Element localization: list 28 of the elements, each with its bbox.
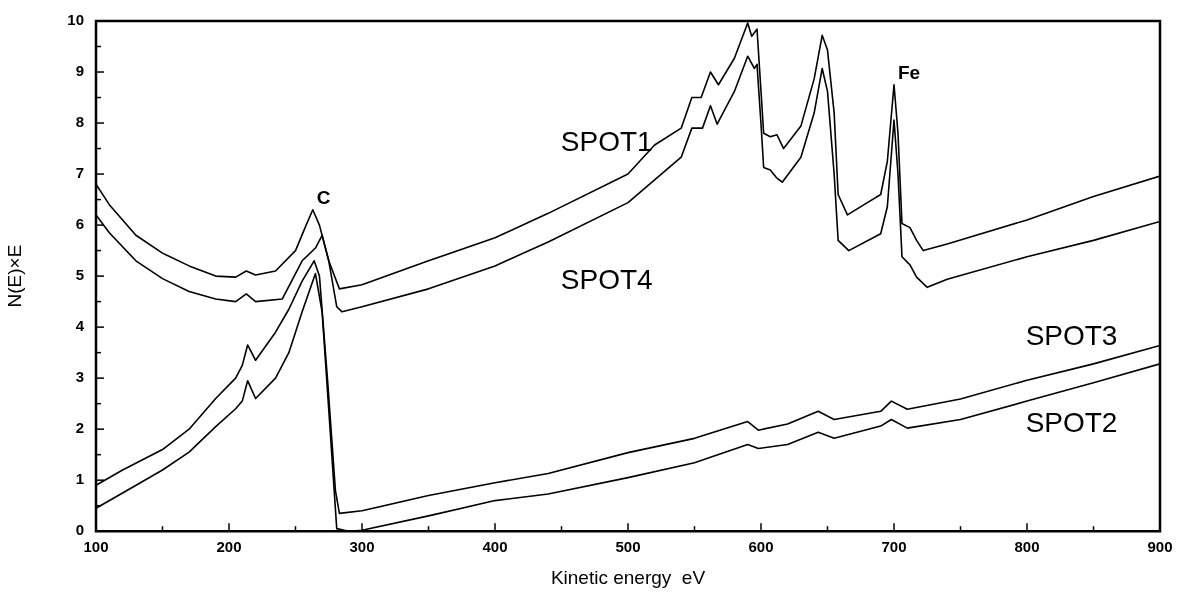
x-tick-label: 300 <box>349 538 375 556</box>
series-label: SPOT3 <box>1025 320 1118 352</box>
y-tick-label: 10 <box>67 11 84 29</box>
x-tick-label: 500 <box>615 538 641 556</box>
y-tick-label: 9 <box>75 62 84 80</box>
y-tick-label: 8 <box>75 113 84 131</box>
x-tick-label: 800 <box>1014 538 1040 556</box>
series-label: SPOT4 <box>560 263 653 295</box>
x-axis-title: Kinetic energy eV <box>550 566 706 588</box>
y-tick-label: 6 <box>75 215 84 233</box>
y-tick-label: 1 <box>75 470 84 488</box>
x-tick-label: 100 <box>83 538 109 556</box>
annotation: C <box>316 186 331 208</box>
y-tick-label: 3 <box>75 368 84 386</box>
y-tick-label: 5 <box>75 266 84 284</box>
x-tick-label: 600 <box>748 538 774 556</box>
x-tick-label: 200 <box>216 538 242 556</box>
y-tick-label: 2 <box>75 419 84 437</box>
y-tick-label: 0 <box>75 521 84 539</box>
y-tick-label: 4 <box>75 317 85 335</box>
x-tick-label: 400 <box>482 538 508 556</box>
y-axis-title: N(E)×E <box>3 244 25 308</box>
series-label: SPOT1 <box>560 126 653 158</box>
y-tick-label: 7 <box>75 164 84 182</box>
annotation: Fe <box>898 61 921 83</box>
x-tick-label: 900 <box>1147 538 1173 556</box>
x-tick-label: 700 <box>881 538 907 556</box>
series-label: SPOT2 <box>1025 406 1118 438</box>
